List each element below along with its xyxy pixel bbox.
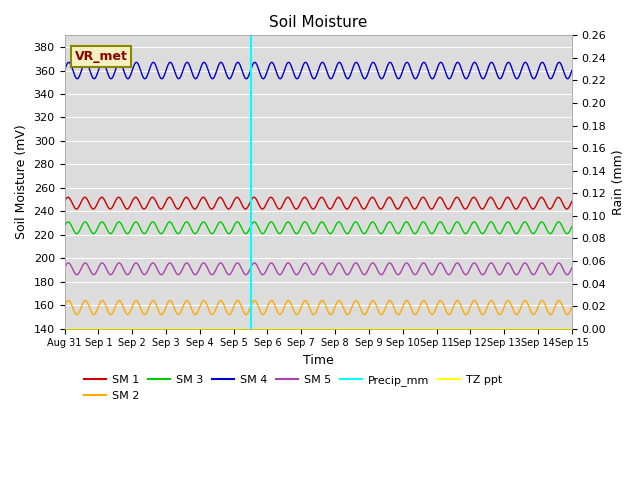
Y-axis label: Soil Moisture (mV): Soil Moisture (mV) [15,125,28,240]
Y-axis label: Rain (mm): Rain (mm) [612,149,625,215]
Title: Soil Moisture: Soil Moisture [269,15,367,30]
Legend: SM 1, SM 2, SM 3, SM 4, SM 5, Precip_mm, TZ ppt: SM 1, SM 2, SM 3, SM 4, SM 5, Precip_mm,… [79,371,506,405]
X-axis label: Time: Time [303,354,333,367]
Text: VR_met: VR_met [75,50,127,63]
